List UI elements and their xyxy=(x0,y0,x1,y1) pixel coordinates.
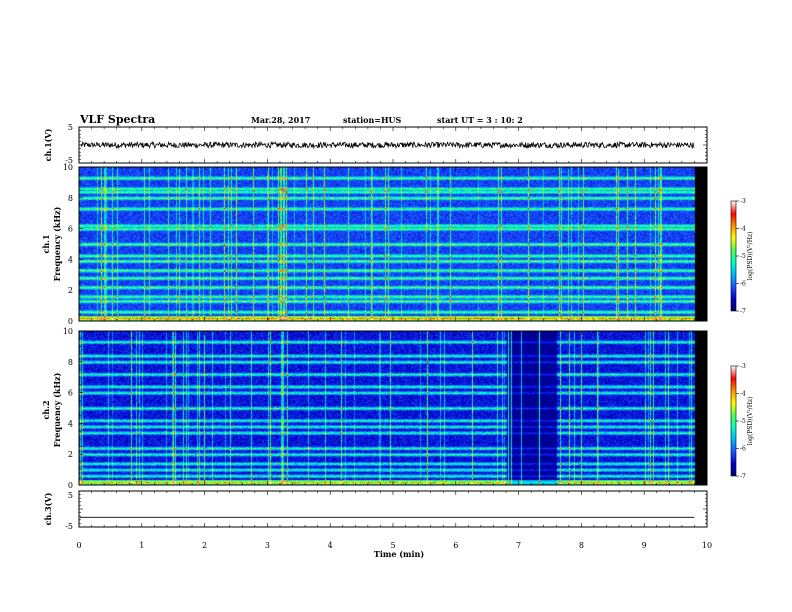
time-tick-label: 0 xyxy=(76,541,81,550)
time-tick-label: 1 xyxy=(139,541,144,550)
ch2-channel-label: ch.2 xyxy=(41,400,51,419)
frequency-tick-label: 10 xyxy=(63,163,73,172)
ch1-ytick-top: 5 xyxy=(68,123,73,132)
colorbar-tick-label: -3 xyxy=(740,363,746,370)
time-tick-label: 7 xyxy=(516,541,521,550)
ch2-spectrogram-image xyxy=(79,331,707,485)
colorbar-tick-label: -4 xyxy=(740,226,746,233)
time-tick-label: 4 xyxy=(328,541,333,550)
colorbar-tick-label: -6 xyxy=(740,446,746,453)
ch1-channel-label: ch.1 xyxy=(41,234,51,253)
ch1-spectrogram-image xyxy=(79,167,707,321)
ch1-frequency-ticks: 0 2 4 6 8 10 xyxy=(63,163,707,326)
ch1-colorbar: -3 -4 -5 -6 -7 log(PSD)(V²/Hz) xyxy=(730,198,754,315)
frequency-tick-label: 0 xyxy=(68,481,73,490)
frequency-tick-label: 2 xyxy=(68,450,73,459)
colorbar-tick-label: -5 xyxy=(740,253,746,260)
time-tick-label: 10 xyxy=(702,541,712,550)
ch2-frequency-ticks: 0 2 4 6 8 10 xyxy=(63,327,707,490)
time-axis-label: Time (min) xyxy=(374,549,424,559)
time-tick-label: 2 xyxy=(202,541,207,550)
frequency-tick-label: 8 xyxy=(68,194,73,203)
colorbar-tick-label: -3 xyxy=(740,198,746,205)
ch2-colorbar-gradient xyxy=(731,366,736,476)
ch3-voltage-panel: 5 -5 ch.3(V) xyxy=(43,490,708,531)
ch3-voltage-frame xyxy=(78,490,708,528)
colorbar-tick-label: -5 xyxy=(740,418,746,425)
ch3-ytick-bottom: -5 xyxy=(65,522,73,531)
ch3-ytick-top: 5 xyxy=(68,491,73,500)
ch2-colorbar: -3 -4 -5 -6 -7 log(PSD)(V²/Hz) xyxy=(730,363,754,480)
ch1-spectrogram-panel: 0 2 4 6 8 10 Frequency (kHz) ch.1 xyxy=(41,163,708,326)
frequency-tick-label: 0 xyxy=(68,317,73,326)
ch1-colorbar-label: log(PSD)(V²/Hz) xyxy=(747,232,754,281)
ch1-voltage-panel: 5 -5 ch.1(V) xyxy=(43,123,708,165)
frequency-tick-label: 6 xyxy=(68,389,73,398)
frequency-tick-label: 4 xyxy=(68,419,73,428)
colorbar-tick-label: -4 xyxy=(740,391,746,398)
ch1-voltage-ticks xyxy=(79,126,707,164)
ch3-voltage-ticks xyxy=(79,490,707,528)
time-axis: 0 1 2 3 4 5 6 7 8 9 10 xyxy=(76,127,712,550)
ch1-ytick-bottom: -5 xyxy=(65,156,73,165)
colorbar-tick-label: -7 xyxy=(740,473,746,480)
time-tick-label: 3 xyxy=(265,541,270,550)
ch3-voltage-ylabel: ch.3(V) xyxy=(43,492,53,525)
ch2-frequency-ylabel: Frequency (kHz) xyxy=(52,372,62,447)
frequency-tick-label: 6 xyxy=(68,225,73,234)
ch1-voltage-trace xyxy=(80,140,695,150)
ch1-voltage-ylabel: ch.1(V) xyxy=(43,128,53,161)
ch2-colorbar-label: log(PSD)(V²/Hz) xyxy=(747,397,754,446)
figure-title: VLF Spectra xyxy=(79,113,155,126)
ch1-colorbar-gradient xyxy=(731,201,736,311)
time-tick-label: 9 xyxy=(642,541,647,550)
colorbar-tick-label: -6 xyxy=(740,281,746,288)
time-tick-label: 6 xyxy=(453,541,458,550)
colorbar-tick-label: -7 xyxy=(740,308,746,315)
ch2-colorbar-ticks: -3 -4 -5 -6 -7 xyxy=(736,363,746,480)
ch1-frequency-ylabel: Frequency (kHz) xyxy=(52,206,62,281)
start-time-label: start UT = 3 : 10: 2 xyxy=(437,115,523,125)
ch2-spectrogram-panel: 0 2 4 6 8 10 Frequency (kHz) ch.2 xyxy=(41,327,708,490)
date-label: Mar.28, 2017 xyxy=(251,115,310,125)
time-tick-label: 8 xyxy=(579,541,584,550)
frequency-tick-label: 4 xyxy=(68,255,73,264)
ch1-colorbar-ticks: -3 -4 -5 -6 -7 xyxy=(736,198,746,315)
frequency-tick-label: 2 xyxy=(68,286,73,295)
frequency-tick-label: 10 xyxy=(63,327,73,336)
frequency-tick-label: 8 xyxy=(68,358,73,367)
time-tick-label: 5 xyxy=(390,541,395,550)
station-label: station=HUS xyxy=(343,115,402,125)
